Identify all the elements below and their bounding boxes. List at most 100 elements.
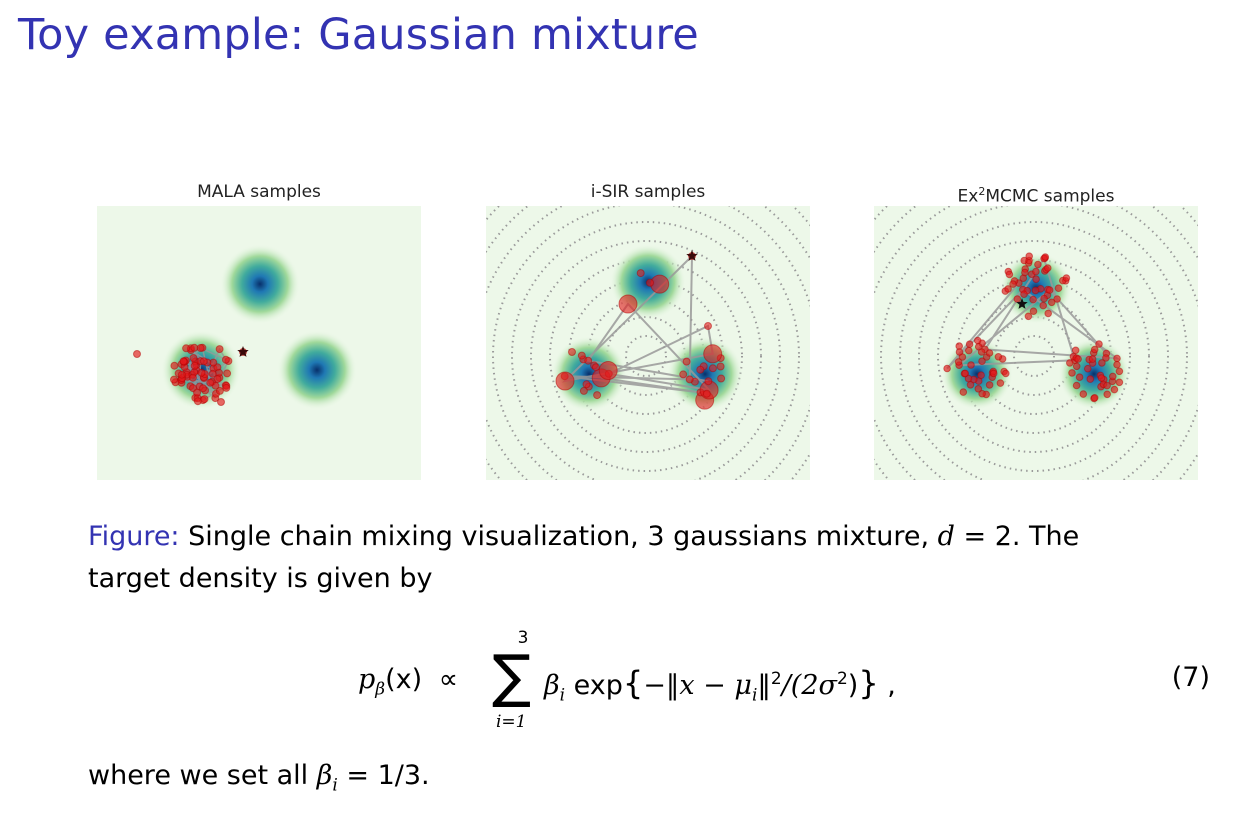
sum-lower: i=1 bbox=[496, 712, 527, 732]
sample-point bbox=[1102, 354, 1110, 362]
proposal-contour bbox=[492, 206, 800, 480]
sample-point bbox=[994, 353, 1003, 361]
sample-point bbox=[1044, 264, 1052, 272]
sample-point bbox=[989, 369, 998, 378]
sample-point bbox=[1005, 270, 1014, 279]
sample-point bbox=[1009, 280, 1017, 288]
sample-point bbox=[1071, 346, 1080, 355]
sum-symbol: ∑ bbox=[492, 642, 532, 710]
sample-point bbox=[200, 395, 209, 404]
sum-upper: 3 bbox=[517, 628, 529, 648]
sample-point bbox=[682, 357, 691, 366]
sample-point bbox=[978, 389, 986, 398]
eq-lhs: p bbox=[358, 664, 376, 695]
sample-point bbox=[955, 348, 964, 356]
sample-point bbox=[1053, 295, 1061, 303]
mala-panel-title: MALA samples bbox=[197, 182, 321, 202]
sample-point bbox=[188, 373, 197, 382]
sample-point bbox=[593, 391, 602, 400]
sample-point bbox=[190, 361, 199, 370]
chain-path bbox=[946, 256, 1121, 370]
mala-plot bbox=[97, 206, 421, 480]
sample-point bbox=[1109, 372, 1117, 381]
sample-point bbox=[1066, 359, 1074, 367]
sample-point bbox=[974, 385, 983, 393]
beta-setting-text: where we set all βi = 1/3. bbox=[88, 760, 430, 796]
sample-point bbox=[1029, 295, 1037, 304]
sample-point bbox=[1021, 268, 1029, 277]
start-star bbox=[237, 346, 249, 357]
sample-point bbox=[685, 375, 694, 384]
isir-panel-title: i-SIR samples bbox=[590, 182, 706, 202]
sample-point bbox=[1044, 309, 1052, 318]
sample-point bbox=[1039, 301, 1047, 310]
sample-point bbox=[1054, 284, 1063, 292]
sample-point bbox=[702, 389, 711, 398]
sample-point bbox=[1025, 252, 1033, 261]
sample-point bbox=[199, 357, 208, 366]
sample-point bbox=[1013, 295, 1022, 303]
proposal-contour bbox=[1013, 335, 1055, 377]
sample-point bbox=[1029, 307, 1038, 315]
sample-point bbox=[193, 388, 202, 397]
sample-point bbox=[582, 380, 591, 389]
sample-point bbox=[1110, 385, 1119, 394]
sample-point bbox=[170, 361, 179, 370]
sample-point bbox=[182, 344, 191, 353]
sample-point bbox=[170, 375, 178, 384]
sample-point bbox=[1075, 373, 1084, 381]
sample-point bbox=[943, 364, 951, 373]
sample-point bbox=[978, 357, 986, 365]
sample-point bbox=[1041, 253, 1050, 261]
proposal-contour bbox=[899, 221, 1169, 480]
figure-label: Figure: bbox=[88, 521, 180, 552]
mala-panel: MALA samples bbox=[97, 178, 421, 480]
sample-point bbox=[1084, 364, 1092, 373]
sample-point bbox=[1115, 378, 1124, 387]
sample-point bbox=[193, 397, 202, 406]
isir-panel: i-SIR samples bbox=[486, 178, 810, 480]
sample-point bbox=[1062, 274, 1071, 282]
ex2mcmc-panel-title: Ex2MCMC samples bbox=[957, 185, 1115, 207]
sample-point bbox=[1047, 298, 1056, 307]
sample-point bbox=[961, 369, 969, 378]
sample-point bbox=[568, 348, 576, 356]
sample-point bbox=[1031, 286, 1040, 295]
proposal-contour bbox=[625, 335, 667, 377]
sample-point bbox=[584, 356, 593, 365]
sample-point bbox=[1088, 355, 1097, 363]
sample-point bbox=[1004, 285, 1012, 293]
sample-point bbox=[555, 371, 575, 391]
isir-plot bbox=[486, 206, 810, 480]
gaussian-mode-top bbox=[220, 244, 300, 324]
proposal-contour bbox=[511, 221, 781, 480]
caption-d-var: d bbox=[937, 521, 955, 552]
gaussian-mode-right bbox=[277, 330, 357, 410]
sample-point bbox=[1074, 355, 1082, 363]
sample-point bbox=[133, 350, 141, 358]
sample-point bbox=[1115, 367, 1124, 376]
sample-point bbox=[965, 340, 974, 348]
start-star bbox=[686, 250, 698, 261]
eq-lhs-arg: (x) bbox=[385, 664, 423, 695]
sample-point bbox=[985, 349, 994, 357]
sample-point bbox=[959, 388, 968, 396]
gaussian-mode-right bbox=[667, 336, 743, 412]
sample-point bbox=[222, 383, 231, 392]
sample-point bbox=[223, 369, 232, 378]
sample-point bbox=[1086, 375, 1095, 383]
sample-point bbox=[1020, 290, 1028, 298]
sample-point bbox=[215, 345, 224, 354]
sample-point bbox=[1113, 354, 1121, 363]
sample-point bbox=[985, 381, 994, 389]
sample-point bbox=[179, 357, 188, 366]
slide-title: Toy example: Gaussian mixture bbox=[18, 10, 699, 60]
sample-point bbox=[1034, 260, 1042, 269]
caption-text-2: = 2. The target density is given by bbox=[88, 521, 1080, 594]
sample-point bbox=[967, 361, 975, 369]
sample-point bbox=[1072, 362, 1081, 371]
sample-point bbox=[1072, 381, 1081, 390]
sample-point bbox=[213, 375, 222, 383]
sample-point bbox=[221, 355, 230, 364]
eq-propto: ∝ bbox=[438, 664, 459, 695]
